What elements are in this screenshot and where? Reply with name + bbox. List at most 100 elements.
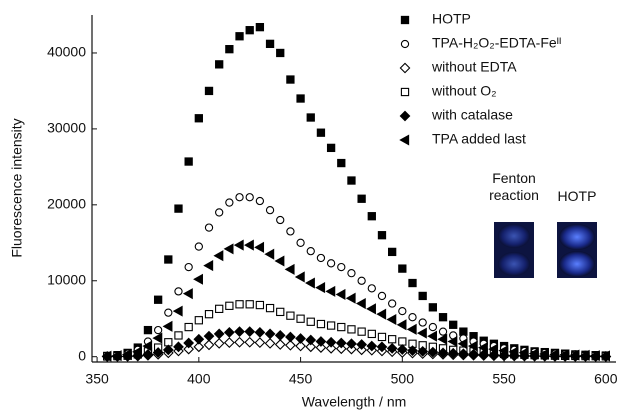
- data-point: [408, 313, 417, 322]
- data-point: [305, 334, 317, 346]
- data-point: [458, 348, 469, 360]
- data-point: [244, 336, 256, 348]
- data-point: [355, 297, 366, 310]
- data-point: [223, 337, 235, 349]
- data-point: [276, 215, 285, 225]
- data-point: [478, 342, 488, 354]
- data-point: [121, 349, 132, 361]
- data-point: [285, 331, 296, 343]
- data-point: [101, 350, 112, 362]
- legend-marker: [400, 87, 410, 97]
- data-point: [274, 330, 286, 341]
- data-point: [225, 198, 234, 207]
- data-point: [498, 345, 509, 357]
- data-point: [254, 241, 265, 253]
- data-point: [286, 75, 295, 84]
- data-point: [416, 327, 427, 339]
- legend-marker: [399, 62, 411, 74]
- y-tick-label: 40000: [47, 44, 86, 60]
- data-point: [459, 327, 468, 336]
- data-point: [438, 313, 448, 322]
- data-point: [204, 223, 214, 232]
- data-point: [194, 316, 203, 325]
- data-point: [245, 300, 254, 309]
- data-point: [162, 344, 174, 356]
- data-point: [457, 338, 468, 350]
- data-point: [398, 306, 407, 316]
- data-point: [182, 288, 193, 300]
- data-point: [203, 330, 215, 342]
- data-point: [437, 347, 449, 359]
- data-point: [164, 308, 173, 317]
- data-point: [325, 342, 337, 354]
- data-point: [284, 263, 295, 275]
- data-point: [386, 342, 398, 354]
- legend-label: TPA-H₂O₂-EDTA-Feᴵᴵ: [432, 35, 561, 51]
- data-point: [152, 332, 163, 344]
- data-point: [255, 196, 265, 206]
- data-point: [377, 332, 387, 342]
- data-point: [235, 193, 244, 202]
- data-point: [132, 346, 142, 358]
- data-point: [388, 299, 397, 308]
- data-point: [264, 338, 276, 349]
- x-tick-label: 600: [594, 371, 618, 387]
- legend-marker: [400, 15, 410, 25]
- data-point: [335, 288, 346, 300]
- data-point: [254, 337, 266, 349]
- x-tick-label: 350: [85, 371, 109, 387]
- data-point: [264, 248, 275, 260]
- data-point: [234, 326, 245, 338]
- legend-label: without EDTA: [431, 59, 517, 75]
- data-point: [215, 208, 224, 217]
- data-point: [184, 262, 193, 272]
- data-point: [143, 325, 153, 335]
- data-point: [174, 331, 183, 340]
- data-point: [296, 238, 305, 247]
- data-point: [326, 321, 336, 330]
- data-point: [183, 337, 195, 349]
- data-point: [315, 342, 327, 353]
- data-point: [203, 260, 214, 272]
- data-point: [398, 337, 407, 346]
- data-point: [264, 328, 276, 340]
- data-point: [193, 333, 205, 345]
- data-point: [244, 326, 256, 338]
- data-point: [367, 284, 376, 293]
- data-point: [437, 333, 448, 345]
- data-point: [194, 114, 203, 123]
- x-tick-label: 450: [289, 371, 313, 387]
- x-tick-label: 500: [391, 371, 415, 387]
- data-point: [194, 242, 203, 251]
- data-point: [274, 339, 286, 350]
- data-point: [337, 322, 346, 332]
- data-point: [315, 282, 326, 294]
- data-point: [478, 349, 490, 361]
- data-point: [386, 313, 397, 326]
- data-point: [345, 292, 356, 304]
- data-point: [367, 212, 376, 221]
- data-point: [438, 327, 448, 336]
- data-point: [305, 277, 315, 289]
- data-point: [152, 347, 164, 358]
- data-point: [447, 347, 459, 359]
- data-point: [347, 325, 356, 334]
- data-point: [286, 227, 295, 236]
- data-point: [223, 243, 234, 255]
- data-point: [396, 319, 407, 331]
- data-point: [376, 308, 387, 320]
- data-point: [325, 285, 336, 297]
- data-point: [528, 347, 539, 360]
- data-point: [315, 336, 327, 347]
- data-point: [316, 128, 326, 137]
- data-point: [276, 307, 285, 317]
- data-point: [296, 314, 305, 323]
- data-point: [326, 259, 336, 268]
- data-point: [255, 22, 265, 32]
- data-point: [174, 204, 183, 213]
- data-point: [579, 349, 590, 361]
- data-point: [518, 347, 529, 359]
- data-point: [153, 325, 163, 335]
- data-point: [276, 48, 285, 58]
- data-point: [366, 340, 378, 352]
